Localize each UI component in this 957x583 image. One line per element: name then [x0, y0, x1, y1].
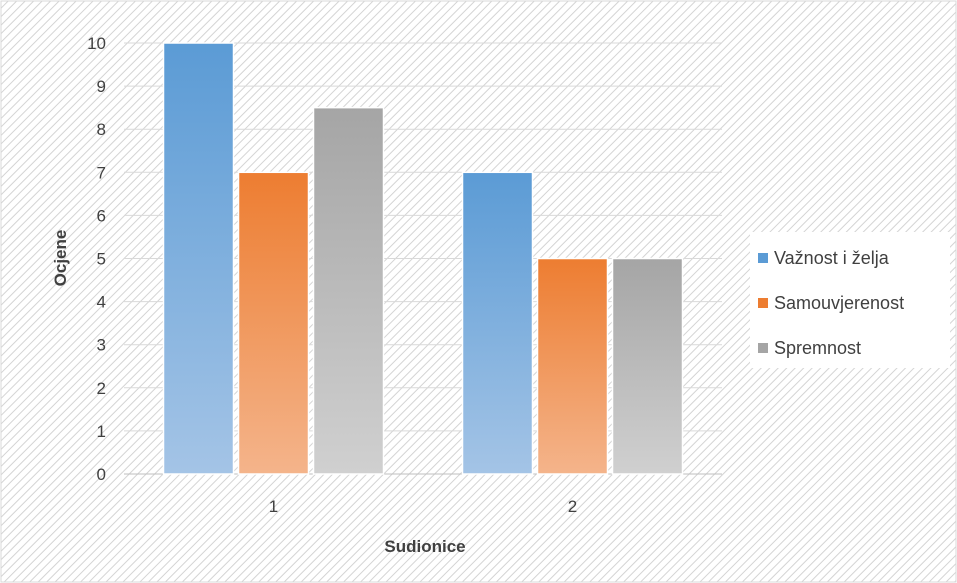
legend-label: Spremnost	[774, 338, 861, 358]
bar	[162, 42, 235, 475]
y-tick-label: 9	[97, 77, 106, 96]
y-axis-ticks: 0 1 2 3 4 5 6 7 8 9 10	[87, 34, 106, 484]
bar	[237, 171, 310, 475]
bar	[611, 257, 684, 475]
bar	[461, 171, 534, 475]
bars	[162, 42, 684, 475]
y-tick-label: 3	[97, 336, 106, 355]
x-axis-title: Sudionice	[384, 537, 465, 556]
y-tick-label: 0	[97, 465, 106, 484]
bar	[536, 257, 609, 475]
y-tick-label: 7	[97, 163, 106, 182]
legend-label: Samouvjerenost	[774, 293, 904, 313]
y-tick-label: 1	[97, 422, 106, 441]
y-tick-label: 4	[97, 293, 106, 312]
y-tick-label: 10	[87, 34, 106, 53]
x-tick-label: 2	[568, 497, 577, 516]
y-tick-label: 8	[97, 120, 106, 139]
legend-swatch	[758, 343, 768, 353]
y-tick-label: 6	[97, 206, 106, 225]
legend-swatch	[758, 298, 768, 308]
y-axis-title: Ocjene	[51, 230, 70, 287]
y-tick-label: 5	[97, 250, 106, 269]
legend-background	[750, 232, 950, 368]
legend: Važnost i želja Samouvjerenost Spremnost	[750, 232, 950, 368]
legend-label: Važnost i želja	[774, 248, 890, 268]
legend-swatch	[758, 253, 768, 263]
x-tick-label: 1	[269, 497, 278, 516]
y-tick-label: 2	[97, 379, 106, 398]
bar	[312, 106, 385, 475]
